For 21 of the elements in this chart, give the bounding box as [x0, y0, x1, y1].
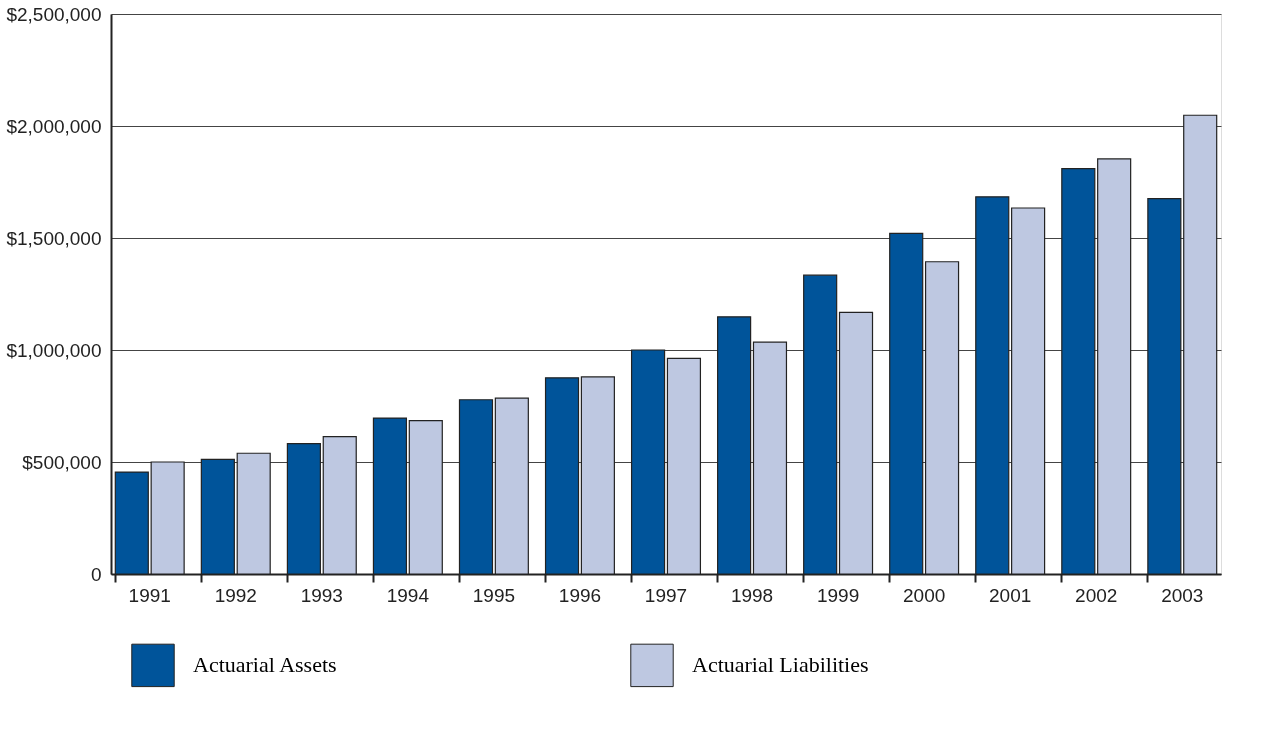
- x-tick-label: 2000: [903, 584, 946, 606]
- y-tick-label: $1,000,000: [6, 339, 102, 361]
- y-tick-label: $2,500,000: [6, 3, 102, 25]
- x-tick-label: 1993: [300, 584, 343, 606]
- x-tick-label: 1997: [644, 584, 688, 606]
- x-tick-label: 1992: [214, 584, 257, 606]
- x-tick-label: 1998: [730, 584, 774, 606]
- legend-label: Actuarial Assets: [193, 652, 337, 678]
- x-tick-label: 2003: [1161, 584, 1204, 606]
- y-tick-label: $2,000,000: [6, 115, 102, 137]
- x-tick-label: 1991: [128, 584, 171, 606]
- x-tick-label: 1995: [472, 584, 516, 606]
- x-tick-label: 2002: [1075, 584, 1118, 606]
- x-tick-label: 1996: [558, 584, 602, 606]
- x-tick-label: 1999: [816, 584, 860, 606]
- x-tick-label: 1994: [386, 584, 430, 606]
- y-tick-label: 0: [90, 563, 102, 585]
- x-tick-label: 2001: [989, 584, 1032, 606]
- y-tick-label: $1,500,000: [6, 227, 102, 249]
- y-tick-label: $500,000: [22, 451, 102, 473]
- legend-label: Actuarial Liabilities: [692, 652, 869, 678]
